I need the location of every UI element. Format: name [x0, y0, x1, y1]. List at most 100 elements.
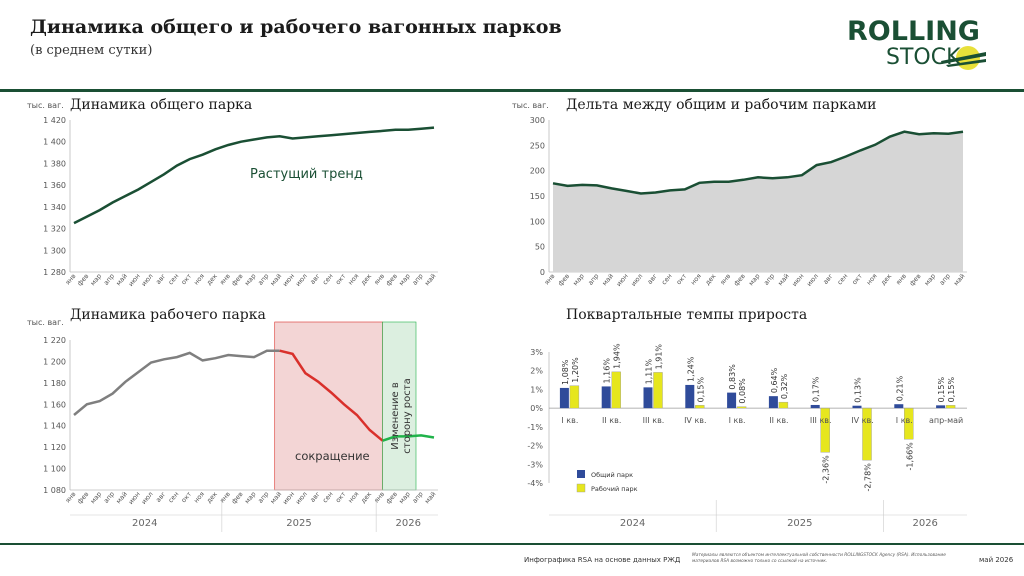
c3-x-tick-label: мар — [89, 490, 103, 505]
c3-x-tick-label: май — [423, 490, 438, 505]
total-fleet-bar — [685, 384, 695, 409]
chart1-unit: тыс. ваг. — [27, 101, 64, 110]
c2-x-tick-label: фев — [908, 272, 923, 288]
total-fleet-bar — [768, 396, 778, 409]
c3-x-tick-label: май — [269, 490, 284, 505]
c2-x-tick-label: авг — [821, 272, 835, 286]
c4-y-tick-label: -2% — [527, 442, 543, 451]
c4-y-tick-label: 2% — [530, 367, 543, 376]
working-fleet-bar — [736, 406, 747, 409]
growth-annotation: Изменение всторону роста — [390, 378, 413, 453]
c3-x-tick-label: июл — [140, 490, 155, 506]
c2-y-tick-label: 50 — [535, 243, 545, 252]
decline-annotation: сокращение — [295, 449, 370, 463]
c2-x-tick-label: сен — [836, 272, 850, 286]
chart3-unit: тыс. ваг. — [27, 318, 64, 327]
year-label: 2026 — [396, 518, 421, 529]
c2-x-tick-label: апр — [938, 272, 952, 287]
working-fleet-line-gray — [73, 349, 280, 416]
working-fleet-line-green — [382, 434, 435, 442]
c4-x-tick-label: I кв. — [896, 416, 913, 425]
c2-x-tick-label: окт — [675, 272, 689, 286]
bar-data-label: 0,08% — [738, 378, 747, 404]
c1-x-tick-label: авг — [308, 272, 322, 286]
delta-area — [553, 131, 963, 272]
working-fleet-chart: 1 080 1 100 1 120 1 140 1 160 1 180 1 200 1 220… — [43, 321, 438, 532]
c1-y-tick-label: 1 420 — [43, 116, 66, 125]
bar-data-label: 1,11% — [645, 359, 654, 385]
c2-x-tick-label: апр — [586, 272, 600, 287]
total-fleet-bar — [894, 404, 904, 409]
rolling-stock-logo: ROLLING STOCK — [847, 16, 986, 70]
c3-x-tick-label: окт — [180, 490, 194, 504]
total-fleet-line — [73, 126, 435, 225]
total-fleet-bar — [601, 386, 611, 409]
c2-y-tick-label: 100 — [530, 217, 545, 226]
year-label: 2025 — [286, 518, 311, 529]
c2-x-tick-label: фев — [556, 272, 571, 288]
bar-data-label: 0,15% — [937, 377, 946, 403]
c4-y-tick-label: -4% — [527, 479, 543, 488]
c3-x-tick-label: сен — [167, 490, 181, 504]
trend-annotation: Растущий тренд — [250, 167, 363, 182]
c4-x-tick-label: III кв. — [643, 416, 665, 425]
c3-x-tick-label: фев — [76, 490, 91, 506]
c2-x-tick-label: дек — [879, 272, 893, 287]
bar-data-label: 1,24% — [686, 356, 695, 382]
c3-y-tick-label: 1 140 — [43, 422, 66, 431]
bar-data-label: -2,36% — [822, 455, 831, 484]
c3-y-tick-label: 1 220 — [43, 336, 66, 345]
c1-x-tick-label: май — [423, 272, 438, 287]
c3-x-tick-label: дек — [205, 490, 219, 505]
total-fleet-bar — [936, 405, 946, 409]
bar-data-label: 1,16% — [603, 358, 612, 384]
c4-y-tick-label: -3% — [527, 460, 543, 469]
c2-y-tick-label: 150 — [530, 192, 545, 201]
logo-text-stock: STOCK — [886, 45, 961, 70]
c2-x-tick-label: июн — [790, 272, 805, 288]
c2-y-tick-label: 250 — [530, 141, 545, 150]
c2-x-tick-label: май — [776, 272, 791, 287]
c1-y-tick-label: 1 340 — [43, 203, 66, 212]
logo-text-rolling: ROLLING — [847, 16, 980, 47]
c2-x-tick-label: июн — [615, 272, 630, 288]
working-fleet-bar — [695, 405, 705, 409]
c1-x-tick-label: янв — [218, 272, 232, 286]
chart2-title: Дельта между общим и рабочим парками — [566, 97, 877, 113]
c1-x-tick-label: май — [114, 272, 129, 287]
c1-x-tick-label: июн — [281, 272, 296, 288]
c2-x-tick-label: янв — [894, 272, 908, 286]
c4-y-tick-label: 0% — [530, 404, 543, 413]
c2-x-tick-label: июл — [805, 272, 820, 288]
c2-y-tick-label: 0 — [540, 268, 545, 277]
legend-label: Общий парк — [591, 471, 633, 479]
legend-swatch — [577, 470, 585, 478]
page-title: Динамика общего и рабочего вагонных парк… — [30, 16, 562, 38]
c4-x-tick-label: II кв. — [602, 416, 621, 425]
c1-x-tick-label: окт — [334, 272, 348, 286]
chart1-title: Динамика общего парка — [70, 97, 253, 113]
c4-year-label: 2026 — [912, 518, 937, 529]
total-fleet-chart: 1 280 1 300 1 320 1 340 1 360 1 380 1 400 1 420… — [43, 116, 438, 288]
c3-x-tick-label: фев — [384, 490, 399, 506]
bar-data-label: -2,78% — [864, 463, 873, 492]
total-fleet-bar — [727, 392, 737, 409]
growth-region — [382, 321, 417, 491]
page-subtitle: (в среднем сутки) — [30, 43, 153, 58]
working-fleet-line-red — [279, 349, 384, 442]
working-fleet-bar — [653, 372, 663, 409]
working-fleet-bar — [904, 407, 914, 440]
c2-x-tick-label: май — [601, 272, 616, 287]
chart3-title: Динамика рабочего парка — [70, 307, 266, 323]
c3-y-tick-label: 1 100 — [43, 465, 66, 474]
c4-x-tick-label: I кв. — [729, 416, 746, 425]
bar-data-label: 1,20% — [571, 357, 580, 383]
c1-y-tick-label: 1 280 — [43, 268, 66, 277]
c3-x-tick-label: ноя — [192, 490, 206, 505]
chart2-unit: тыс. ваг. — [512, 101, 549, 110]
c2-x-tick-label: авг — [646, 272, 660, 286]
c3-x-tick-label: янв — [372, 490, 386, 504]
c2-y-tick-label: 200 — [530, 167, 545, 176]
working-fleet-bar — [778, 401, 789, 409]
c3-x-tick-label: мар — [243, 490, 257, 505]
